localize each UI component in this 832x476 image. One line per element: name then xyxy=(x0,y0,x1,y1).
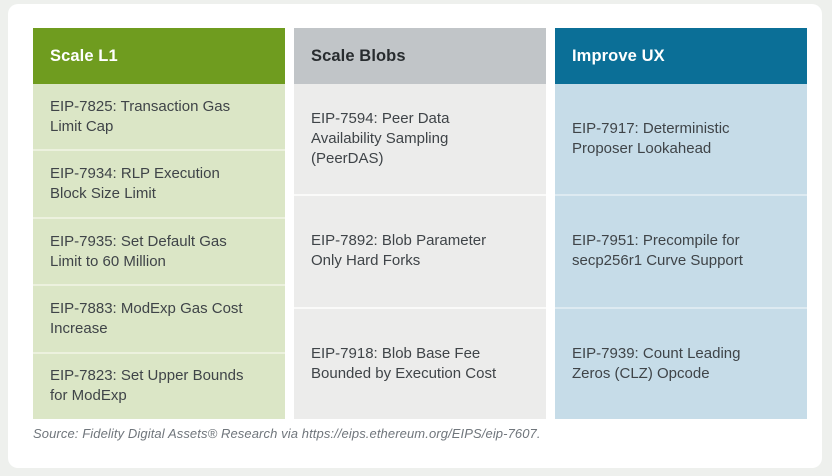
column-scale-l1: Scale L1 EIP-7825: Transaction Gas Limit… xyxy=(33,28,285,420)
eip-cell-7823: EIP-7823: Set Upper Bounds for ModExp xyxy=(33,351,285,420)
eip-cell-7951: EIP-7951: Precompile for secp256r1 Curve… xyxy=(555,194,807,307)
eip-category-table: Scale L1 EIP-7825: Transaction Gas Limit… xyxy=(33,28,807,420)
eip-cell-7939: EIP-7939: Count Leading Zeros (CLZ) Opco… xyxy=(555,306,807,419)
eip-cell-7918: EIP-7918: Blob Base Fee Bounded by Execu… xyxy=(294,306,546,419)
eip-cell-7935: EIP-7935: Set Default Gas Limit to 60 Mi… xyxy=(33,216,285,285)
eip-cell-7883: EIP-7883: ModExp Gas Cost Increase xyxy=(33,284,285,352)
eip-cell-7594: EIP-7594: Peer Data Availability Samplin… xyxy=(294,84,546,195)
source-attribution: Source: Fidelity Digital Assets® Researc… xyxy=(33,426,541,441)
column-body-scale-blobs: EIP-7594: Peer Data Availability Samplin… xyxy=(294,84,546,419)
eip-cell-7934: EIP-7934: RLP Execution Block Size Limit xyxy=(33,149,285,217)
column-header-scale-l1: Scale L1 xyxy=(33,28,285,84)
eip-cell-7917: EIP-7917: Deterministic Proposer Lookahe… xyxy=(555,84,807,195)
eip-cell-7825: EIP-7825: Transaction Gas Limit Cap xyxy=(33,84,285,150)
column-body-scale-l1: EIP-7825: Transaction Gas Limit Cap EIP-… xyxy=(33,84,285,420)
eip-cell-7892: EIP-7892: Blob Parameter Only Hard Forks xyxy=(294,194,546,307)
column-header-scale-blobs: Scale Blobs xyxy=(294,28,546,84)
column-improve-ux: Improve UX EIP-7917: Deterministic Propo… xyxy=(555,28,807,419)
column-body-improve-ux: EIP-7917: Deterministic Proposer Lookahe… xyxy=(555,84,807,419)
column-scale-blobs: Scale Blobs EIP-7594: Peer Data Availabi… xyxy=(294,28,546,419)
column-header-improve-ux: Improve UX xyxy=(555,28,807,84)
figure-card: Scale L1 EIP-7825: Transaction Gas Limit… xyxy=(8,4,822,468)
